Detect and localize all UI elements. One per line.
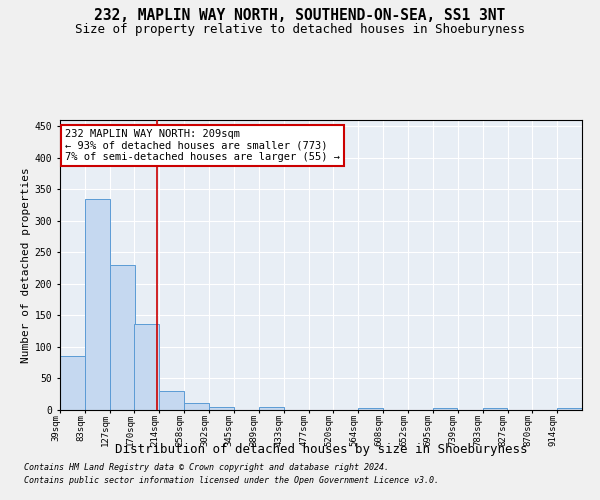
Bar [209,407,234,410]
Text: Size of property relative to detached houses in Shoeburyness: Size of property relative to detached ho… [75,22,525,36]
Bar [184,403,209,410]
Bar [134,324,159,410]
Text: 232 MAPLIN WAY NORTH: 209sqm
← 93% of detached houses are smaller (773)
7% of se: 232 MAPLIN WAY NORTH: 209sqm ← 93% of de… [65,128,340,162]
Bar [433,408,457,410]
Bar [358,408,383,410]
Bar [60,356,85,410]
Bar [557,408,582,410]
Bar [259,407,284,410]
Bar [110,265,135,410]
Text: 232, MAPLIN WAY NORTH, SOUTHEND-ON-SEA, SS1 3NT: 232, MAPLIN WAY NORTH, SOUTHEND-ON-SEA, … [94,8,506,22]
Text: Contains public sector information licensed under the Open Government Licence v3: Contains public sector information licen… [24,476,439,485]
Text: Contains HM Land Registry data © Crown copyright and database right 2024.: Contains HM Land Registry data © Crown c… [24,464,389,472]
Bar [160,391,184,410]
Bar [482,408,508,410]
Text: Distribution of detached houses by size in Shoeburyness: Distribution of detached houses by size … [115,442,527,456]
Y-axis label: Number of detached properties: Number of detached properties [20,167,31,363]
Bar [85,199,110,410]
